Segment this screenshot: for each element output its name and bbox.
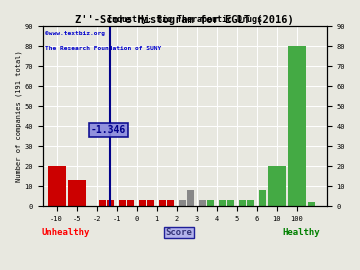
- Bar: [147, 200, 154, 206]
- Bar: [179, 200, 186, 206]
- Text: Healthy: Healthy: [282, 228, 320, 237]
- Bar: [308, 202, 315, 206]
- Bar: [127, 200, 134, 206]
- Bar: [288, 46, 306, 206]
- Bar: [119, 200, 126, 206]
- Text: Unhealthy: Unhealthy: [41, 228, 89, 237]
- Bar: [187, 190, 194, 206]
- Bar: [159, 200, 166, 206]
- Text: Score: Score: [166, 228, 192, 237]
- Text: The Research Foundation of SUNY: The Research Foundation of SUNY: [45, 46, 162, 51]
- Text: -1.346: -1.346: [91, 125, 126, 135]
- Bar: [107, 200, 114, 206]
- Text: Industry: Bio Therapeutic Drugs: Industry: Bio Therapeutic Drugs: [107, 15, 262, 24]
- Bar: [199, 200, 206, 206]
- Text: ©www.textbiz.org: ©www.textbiz.org: [45, 32, 105, 36]
- Bar: [167, 200, 174, 206]
- Bar: [68, 180, 86, 206]
- Bar: [259, 190, 266, 206]
- Bar: [207, 200, 214, 206]
- Title: Z''-Score Histogram for EGLT (2016): Z''-Score Histogram for EGLT (2016): [75, 15, 294, 25]
- Bar: [268, 166, 286, 206]
- Bar: [139, 200, 146, 206]
- Y-axis label: Number of companies (191 total): Number of companies (191 total): [15, 50, 22, 182]
- Bar: [99, 200, 106, 206]
- Bar: [219, 200, 226, 206]
- Bar: [239, 200, 246, 206]
- Bar: [227, 200, 234, 206]
- Bar: [247, 200, 254, 206]
- Bar: [48, 166, 66, 206]
